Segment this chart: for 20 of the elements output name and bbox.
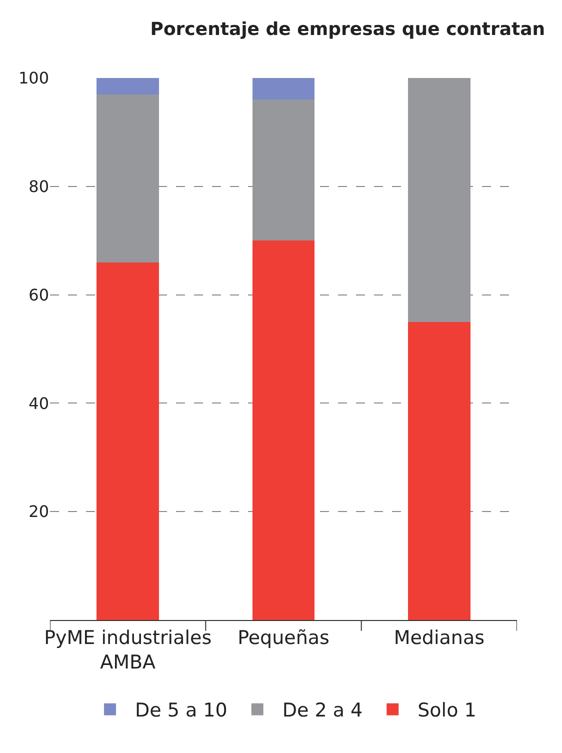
legend-label: De 2 a 4 [282, 700, 363, 722]
x-tick-label: PyME industriales AMBA [44, 626, 212, 674]
legend-label: Solo 1 [418, 700, 476, 722]
x-tick-label: Pequeñas [238, 626, 330, 649]
chart-title: Porcentaje de empresas que contratan [150, 19, 546, 40]
y-tick-label: 40 [28, 394, 49, 413]
bar [408, 78, 470, 322]
y-tick-label: 80 [28, 177, 49, 196]
bar [408, 322, 470, 620]
y-tick-label: 100 [18, 68, 49, 88]
bar [252, 78, 315, 100]
y-tick-label: 20 [28, 502, 49, 522]
bar [96, 78, 159, 94]
y-tick-label: 60 [28, 285, 49, 304]
bar [96, 262, 159, 620]
legend-label: De 5 a 10 [135, 700, 228, 722]
bar [252, 240, 315, 620]
bar [252, 100, 315, 241]
bar [96, 94, 159, 262]
x-tick-label: Medianas [394, 626, 484, 649]
